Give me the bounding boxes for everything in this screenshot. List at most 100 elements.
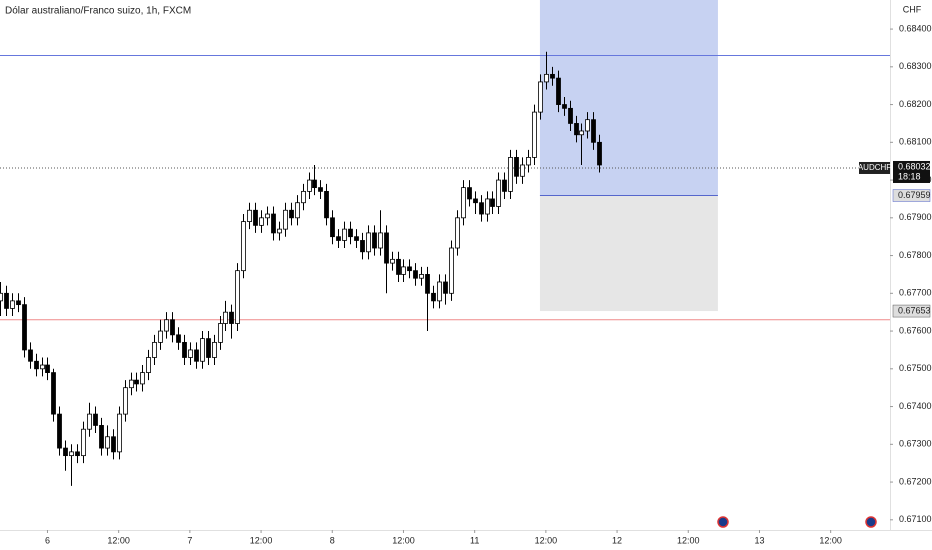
candle-body xyxy=(425,274,430,294)
event-flag[interactable] xyxy=(717,516,729,528)
candle-body xyxy=(247,209,252,222)
candle-body xyxy=(271,213,276,234)
y-tick-label: 0.68100 xyxy=(899,137,932,147)
y-tick-label: 0.67900 xyxy=(899,212,932,222)
countdown-label: 18:18 xyxy=(898,171,921,181)
candle-body xyxy=(407,266,412,272)
candle-body xyxy=(401,266,406,275)
x-tick-label: 12:00 xyxy=(535,535,558,545)
candle-body xyxy=(514,157,519,177)
candle-body xyxy=(194,349,199,362)
candle-body xyxy=(579,130,584,136)
candle-body xyxy=(229,311,234,324)
candle-body xyxy=(87,413,92,430)
candle-body xyxy=(170,319,175,336)
candle-body xyxy=(496,179,501,207)
candle-body xyxy=(200,338,205,362)
y-tick-label: 0.67600 xyxy=(899,325,932,335)
candle-body xyxy=(69,451,74,457)
candle-body xyxy=(117,413,122,453)
candle-body xyxy=(223,311,228,324)
candle-body xyxy=(384,232,389,264)
candle-body xyxy=(574,123,579,136)
position-price-label: 0.67653 xyxy=(898,305,931,315)
x-tick-label: 7 xyxy=(187,535,192,545)
y-tick-label: 0.68400 xyxy=(899,23,932,33)
candle-body xyxy=(259,217,264,226)
y-tick-label: 0.68300 xyxy=(899,61,932,71)
candle-body xyxy=(81,428,86,457)
candle-body xyxy=(307,179,312,192)
candle-body xyxy=(502,179,507,192)
x-tick-label: 6 xyxy=(45,535,50,545)
candle-body xyxy=(10,300,15,309)
candle-body xyxy=(508,157,513,192)
candle-body xyxy=(354,236,359,241)
candle-body xyxy=(301,190,306,204)
candle-body xyxy=(182,341,187,358)
symbol-label: AUDCHF xyxy=(858,163,891,172)
candle-body xyxy=(235,270,240,324)
candle-body xyxy=(277,228,282,234)
candle-body xyxy=(461,187,466,219)
candle-body xyxy=(431,292,436,302)
candle-body xyxy=(490,198,495,207)
symbol-label-box xyxy=(859,161,890,174)
candle-body xyxy=(568,107,573,124)
candle-body xyxy=(152,341,157,358)
x-tick-label: 12:00 xyxy=(392,535,415,545)
candle-body xyxy=(158,330,163,343)
position-target-zone xyxy=(539,195,718,312)
candle-body xyxy=(455,217,460,249)
candle-body xyxy=(556,77,561,105)
x-tick-label: 12:00 xyxy=(250,535,273,545)
candle-body xyxy=(479,202,484,215)
candle-body xyxy=(562,104,567,109)
y-tick-label: 0.67800 xyxy=(899,250,932,260)
plot-area xyxy=(0,0,890,486)
y-tick-label: 0.67200 xyxy=(899,476,932,486)
candle-body xyxy=(16,300,21,306)
candle-body xyxy=(93,413,98,426)
candle-body xyxy=(241,221,246,272)
currency-label: CHF xyxy=(903,4,922,14)
candle-body xyxy=(212,341,217,358)
candle-body xyxy=(206,338,211,358)
candle-body xyxy=(111,436,116,453)
candle-body xyxy=(0,292,3,302)
candle-body xyxy=(597,141,602,166)
candle-body xyxy=(4,292,9,309)
candle-body xyxy=(146,357,151,373)
position-price-label: 0.67959 xyxy=(898,190,931,200)
x-tick-label: 12:00 xyxy=(677,535,700,545)
candle-body xyxy=(473,198,478,204)
y-tick-label: 0.67400 xyxy=(899,401,932,411)
candle-body xyxy=(342,228,347,241)
candle-body xyxy=(324,190,329,219)
candle-body xyxy=(99,425,104,449)
candle-body xyxy=(40,364,45,370)
candle-body xyxy=(105,436,110,449)
candle-body xyxy=(318,187,323,192)
candle-body xyxy=(176,334,181,343)
candle-body xyxy=(164,319,169,332)
candle-body xyxy=(372,232,377,249)
candle-body xyxy=(63,447,68,457)
event-flag[interactable] xyxy=(865,516,877,528)
candle-body xyxy=(526,157,531,166)
candle-body xyxy=(550,73,555,79)
candle-body xyxy=(283,209,288,230)
candle-body xyxy=(591,119,596,143)
x-tick-label: 13 xyxy=(754,535,764,545)
candle-body xyxy=(413,270,418,279)
candle-body xyxy=(51,372,56,415)
candle-body xyxy=(532,111,537,158)
candle-body xyxy=(265,213,270,219)
candle-body xyxy=(75,451,80,457)
candle-body xyxy=(253,209,258,226)
candle-body xyxy=(188,349,193,358)
candle-body xyxy=(366,232,371,253)
y-tick-label: 0.67100 xyxy=(899,514,932,524)
y-tick-label: 0.67700 xyxy=(899,288,932,298)
